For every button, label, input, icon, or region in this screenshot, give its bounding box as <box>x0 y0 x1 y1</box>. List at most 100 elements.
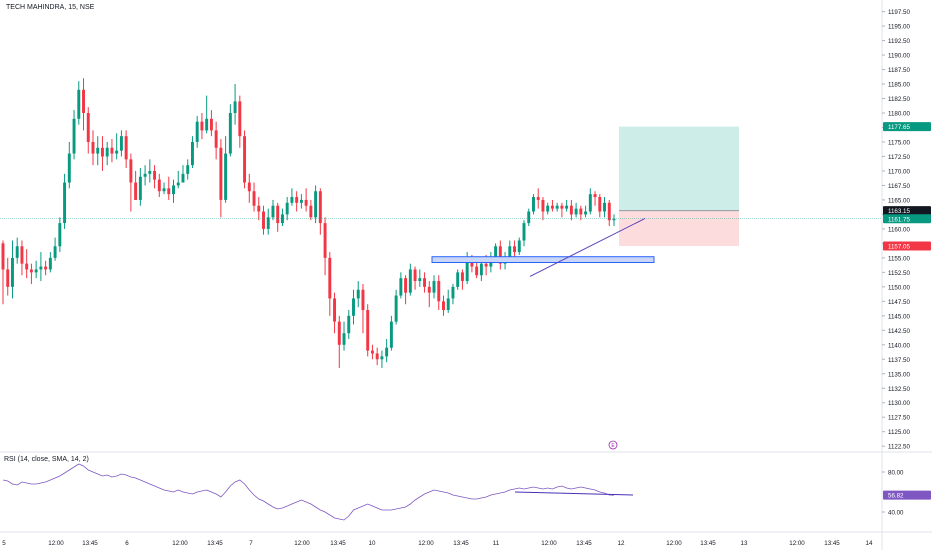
candle <box>299 194 303 209</box>
price-tick-label: 1127.50 <box>888 415 910 422</box>
candle-body <box>394 295 398 322</box>
candle-body <box>460 272 464 282</box>
candle-body <box>399 278 403 296</box>
rsi-indicator-label[interactable]: RSI (14, close, SMA, 14, 2) <box>4 456 89 463</box>
candle <box>569 199 573 221</box>
candle <box>517 237 521 255</box>
candle-body <box>532 197 535 212</box>
candle-body <box>366 310 370 351</box>
candle-body <box>190 141 194 166</box>
candle-body <box>304 199 308 206</box>
candle-body <box>342 333 346 345</box>
candle-body <box>314 191 318 218</box>
candle-body <box>124 136 128 160</box>
rsi-value-badge-label: 56.82 <box>888 493 904 500</box>
target-price-badge-label: 1177.65 <box>888 124 910 131</box>
time-tick-label: 13:45 <box>453 540 469 547</box>
candle <box>29 263 33 284</box>
candle-body <box>96 147 100 154</box>
candle <box>186 159 190 180</box>
candle-body <box>63 182 67 224</box>
candle <box>72 110 76 160</box>
candle-body <box>318 191 322 224</box>
candle <box>352 289 355 325</box>
candle-body <box>569 205 573 215</box>
candle-body <box>15 246 19 258</box>
candle-body <box>214 130 218 148</box>
candle <box>205 95 209 134</box>
candle-body <box>200 121 204 131</box>
candle-body <box>361 289 365 311</box>
candle <box>342 321 346 351</box>
candle <box>82 78 85 131</box>
candle <box>138 168 142 206</box>
candle <box>432 275 436 299</box>
candle <box>63 173 67 229</box>
candle-body <box>612 218 616 221</box>
candle-body <box>565 205 569 209</box>
candle-body <box>148 170 152 174</box>
candle-body <box>328 257 332 299</box>
candle-body <box>58 223 62 247</box>
price-tick-label: 1122.50 <box>888 444 910 451</box>
candle-body <box>470 260 474 267</box>
candle-body <box>337 321 341 345</box>
candle-body <box>119 136 123 151</box>
candle <box>399 272 403 299</box>
candle-body <box>442 301 445 311</box>
candle-body <box>1 243 5 270</box>
candle <box>314 185 318 224</box>
candle-body <box>427 286 431 293</box>
candle <box>20 240 24 276</box>
candle <box>25 249 29 279</box>
candle-body <box>153 170 157 180</box>
rsi-trendline <box>514 491 634 496</box>
candle <box>318 188 322 235</box>
candle <box>280 208 284 226</box>
candle <box>238 95 242 148</box>
candle <box>105 141 109 166</box>
stop-loss-zone <box>619 210 739 246</box>
candle <box>603 197 606 218</box>
price-tick-label: 1140.00 <box>888 342 910 349</box>
candle-body <box>6 269 10 287</box>
candle-body <box>593 194 597 198</box>
candle <box>86 107 90 154</box>
candle-body <box>53 246 57 258</box>
price-tick-label: 1142.50 <box>888 328 910 335</box>
candle <box>214 121 218 160</box>
candle <box>167 176 171 200</box>
candle <box>96 136 100 166</box>
candle <box>541 197 545 221</box>
candle <box>337 315 341 368</box>
candle-body <box>584 211 588 215</box>
candle-body <box>266 217 270 229</box>
candle <box>252 182 256 212</box>
time-tick-label: 13:45 <box>700 540 716 547</box>
price-tick-label: 1125.00 <box>888 429 910 436</box>
chart-title: TECH MAHINDRA, 15, NSE <box>6 4 95 11</box>
candle-body <box>423 278 427 287</box>
candle-body <box>157 179 161 192</box>
candle-body <box>186 165 190 174</box>
candle-body <box>29 269 33 273</box>
candle <box>532 194 535 215</box>
candle-body <box>546 205 550 212</box>
candle-body <box>285 202 289 215</box>
candle-body <box>138 176 142 200</box>
time-tick-label: 7 <box>249 540 253 547</box>
price-tick-label: 1190.00 <box>888 53 910 60</box>
candle-body <box>479 263 483 276</box>
price-axis[interactable]: 1197.50 1195.00 1192.50 1190.00 1187.50 1185.… <box>882 9 910 451</box>
candle-body <box>527 211 531 224</box>
price-tick-label: 1130.00 <box>888 400 910 407</box>
candle <box>295 191 299 212</box>
time-tick-label: 12:00 <box>418 540 434 547</box>
time-axis[interactable]: 5 12:00 13:45 6 12:00 13:45 7 12:00 13:45 10 12:00… <box>2 540 873 547</box>
candle <box>134 170 138 200</box>
drawing-layer <box>619 126 739 246</box>
candle <box>285 197 289 221</box>
